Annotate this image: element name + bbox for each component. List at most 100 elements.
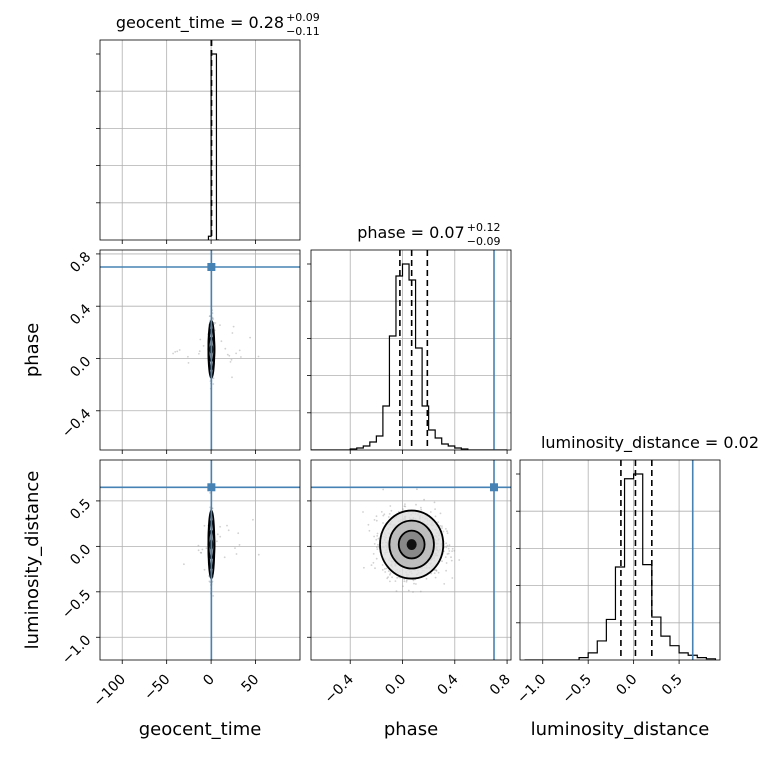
sample-point [441,560,443,563]
sample-point [235,352,238,355]
sample-point [434,508,436,510]
sample-point [420,508,423,511]
sample-point [437,571,440,574]
sample-point [448,544,451,546]
scatter-panel-geocent_time-phase [96,249,301,454]
sample-point [209,492,211,494]
sample-point [380,511,383,513]
y-tick-label: −1.0 [59,632,94,667]
hist-panel-luminosity_distance: luminosity_distance = 0.02+0.18−0.16 [516,433,759,664]
sample-point [433,572,436,574]
sample-point [382,488,385,491]
sample-point [429,511,432,513]
sample-point [199,338,202,341]
sample-point [412,579,415,582]
sample-point [373,535,375,538]
sample-point [374,567,376,570]
sample-point [446,530,448,533]
sample-point [375,515,378,518]
x-tick-label: 0.8 [487,672,514,699]
sample-point [257,553,260,556]
sample-point [405,579,408,582]
contour-line [397,529,426,560]
sample-point [444,556,447,558]
x-axis-label-geocent_time: geocent_time [139,719,262,740]
sample-point [389,572,392,575]
sample-point [212,383,215,385]
sample-point [446,553,449,555]
sample-point [376,535,379,537]
sample-point [394,580,397,582]
sample-point [403,580,406,583]
sample-point [441,525,443,527]
sample-point [174,351,177,353]
sample-point [448,550,451,552]
sample-point [395,590,398,592]
scatter-points [183,492,260,597]
sample-point [172,352,175,355]
sample-point [402,508,404,510]
sample-point [385,567,388,570]
sample-point [415,503,417,506]
sample-point [416,488,418,491]
sample-point [362,511,364,513]
title-geocent_time: geocent_time = 0.28 [116,13,284,33]
sample-point [226,353,229,356]
sample-point [445,569,447,572]
x-axis-label-phase: phase [384,719,438,740]
sample-point [430,572,432,575]
sample-point [377,543,379,546]
y-tick-label: −0.5 [59,587,94,622]
panel-frame [310,459,512,661]
sample-point [205,547,208,550]
sample-point [451,577,454,579]
x-axis-label-luminosity_distance: luminosity_distance [531,719,710,740]
sample-point [202,345,205,347]
title-plus: +0.09 [286,11,320,24]
scatter-points [362,488,461,593]
sample-point [228,354,231,357]
sample-point [203,524,206,527]
sample-point [445,528,447,530]
sample-point [209,315,211,317]
sample-point [405,580,408,583]
x-tick-label: −100 [91,672,130,711]
truth-marker [490,483,499,492]
x-tick-label: 0.5 [659,672,686,699]
sample-point [199,551,202,554]
sample-point [208,315,211,317]
sample-point [367,523,370,526]
sample-point [230,358,233,361]
title-phase: phase = 0.07 [357,223,464,242]
sample-point [439,512,442,515]
sample-point [389,505,392,507]
sample-point [413,582,415,585]
sample-point [404,503,406,505]
sample-point [390,509,393,512]
panel-frame [99,459,301,661]
sample-point [437,521,439,523]
sample-point [446,544,449,547]
sample-point [389,573,391,576]
sample-point [445,562,448,564]
density-level [406,539,417,550]
x-tick-label: −0.4 [322,671,357,706]
scatter-panel-geocent_time-luminosity_distance [96,459,301,664]
sample-point [383,513,386,516]
hist-panel-geocent_time: geocent_time = 0.28 +0.09−0.11 [96,11,320,244]
truth-marker [207,262,216,271]
sample-point [257,355,260,358]
sample-point [223,556,226,559]
sample-point [387,576,389,578]
title-luminosity_distance: luminosity_distance = 0.02 [541,433,759,453]
sample-point [441,527,443,529]
sample-point [434,576,437,579]
sample-point [389,580,391,583]
sample-point [382,522,384,524]
sample-point [450,559,453,562]
sample-point [403,505,406,508]
sample-point [402,585,404,588]
y-tick-label: 0.5 [67,496,94,523]
sample-point [375,538,378,541]
